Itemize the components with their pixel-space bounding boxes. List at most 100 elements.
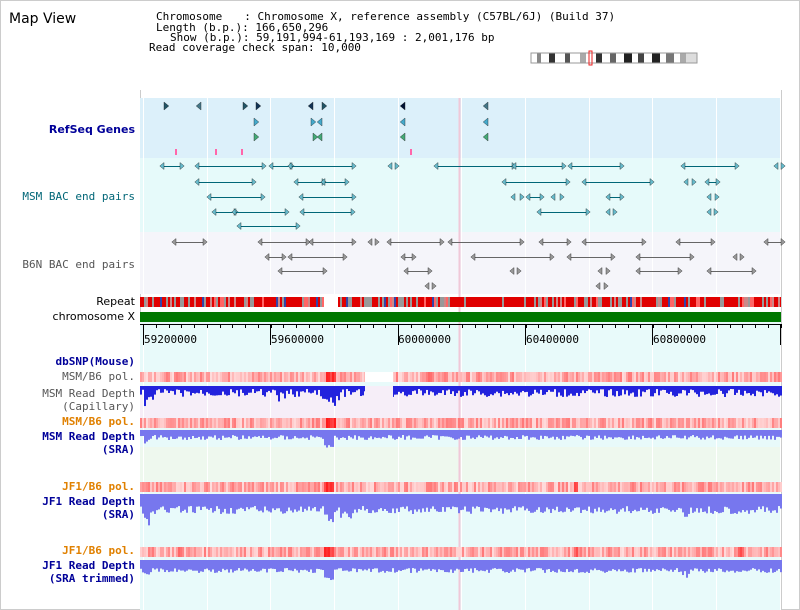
read-depth-bar xyxy=(572,560,574,573)
track-label-refseq[interactable]: RefSeq Genes xyxy=(48,123,135,136)
polymorphism-cell xyxy=(434,372,436,382)
track-label-msm-b6-pol-2[interactable]: MSM/B6 pol. xyxy=(62,415,135,428)
polymorphism-cell xyxy=(688,547,690,557)
read-depth-bar xyxy=(732,560,734,571)
read-depth-bar xyxy=(724,560,726,573)
read-depth-bar xyxy=(756,430,758,436)
polymorphism-cell xyxy=(204,372,206,382)
ideogram-outline xyxy=(530,52,698,64)
read-depth-bar xyxy=(650,386,652,397)
read-depth-bar xyxy=(396,386,398,395)
polymorphism-cell xyxy=(218,372,220,382)
read-depth-bar xyxy=(384,430,386,438)
polymorphism-cell xyxy=(706,372,708,382)
read-depth-bar xyxy=(626,386,628,391)
read-depth-bar xyxy=(556,386,558,397)
ideogram-band xyxy=(580,53,586,63)
polymorphism-cell xyxy=(770,418,772,428)
track-label-jf1-read-depth-trimmed[interactable]: JF1 Read Depth xyxy=(42,559,135,572)
feature-arrow xyxy=(342,253,348,261)
read-depth-bar xyxy=(642,386,644,392)
polymorphism-cell xyxy=(454,482,456,492)
polymorphism-cell xyxy=(752,418,754,428)
polymorphism-cell xyxy=(304,482,306,492)
polymorphism-cell xyxy=(748,482,750,492)
polymorphism-cell xyxy=(320,482,322,492)
read-depth-bar xyxy=(236,560,238,571)
polymorphism-cell xyxy=(694,547,696,557)
read-depth-bar xyxy=(494,430,496,439)
track-label-msm-read-depth-capillary[interactable]: MSM Read Depth xyxy=(42,387,135,400)
track-label-jf1-b6-pol-1[interactable]: JF1/B6 pol. xyxy=(62,480,135,493)
read-depth-bar xyxy=(584,494,586,510)
repeat-segment xyxy=(750,297,752,307)
track-label-b6n-bac[interactable]: B6N BAC end pairs xyxy=(22,258,135,271)
read-depth-bar xyxy=(694,560,696,569)
read-depth-bar xyxy=(754,560,756,569)
read-depth-bar xyxy=(522,430,524,436)
read-depth-bar xyxy=(424,386,426,394)
repeat-segment xyxy=(202,297,204,307)
polymorphism-cell xyxy=(246,418,248,428)
polymorphism-cell xyxy=(604,418,606,428)
polymorphism-cell xyxy=(716,547,718,557)
chromosome-ideogram[interactable] xyxy=(531,53,697,63)
polymorphism-cell xyxy=(700,482,702,492)
read-depth-bar xyxy=(468,430,470,436)
polymorphism-cell xyxy=(482,418,484,428)
polymorphism-cell xyxy=(148,547,150,557)
polymorphism-cell xyxy=(462,547,464,557)
read-depth-bar xyxy=(698,386,700,397)
polymorphism-cell xyxy=(346,372,348,382)
read-depth-bar xyxy=(158,430,160,438)
polymorphism-cell xyxy=(256,418,258,428)
read-depth-bar xyxy=(412,430,414,438)
track-label-jf1-b6-pol-2[interactable]: JF1/B6 pol. xyxy=(62,544,135,557)
read-depth-bar xyxy=(590,386,592,391)
track-label-msm-b6-pol-1[interactable]: MSM/B6 pol. xyxy=(62,370,135,383)
polymorphism-cell xyxy=(466,372,468,382)
repeat-segment xyxy=(322,297,324,307)
polymorphism-cell xyxy=(714,372,716,382)
polymorphism-cell xyxy=(740,482,742,492)
read-depth-bar xyxy=(718,430,720,439)
track-label-msm-bac[interactable]: MSM BAC end pairs xyxy=(22,190,135,203)
polymorphism-gap xyxy=(391,372,393,382)
read-depth-bar xyxy=(466,560,468,569)
track-label-dbsnp[interactable]: dbSNP(Mouse) xyxy=(55,355,135,368)
repeat-segment xyxy=(552,297,554,307)
polymorphism-cell xyxy=(182,547,184,557)
polymorphism-cell xyxy=(576,482,578,492)
read-depth-bar xyxy=(740,430,742,436)
polymorphism-cell xyxy=(466,418,468,428)
polymorphism-cell xyxy=(446,547,448,557)
repeat-segment xyxy=(326,297,328,307)
polymorphism-cell xyxy=(586,418,588,428)
read-depth-bar xyxy=(666,560,668,571)
polymorphism-cell xyxy=(238,547,240,557)
track-label-jf1-read-depth-sra[interactable]: JF1 Read Depth xyxy=(42,495,135,508)
read-depth-bar xyxy=(304,494,306,509)
polymorphism-cell xyxy=(170,418,172,428)
read-depth-bar xyxy=(520,494,522,508)
read-depth-bar xyxy=(150,560,152,573)
polymorphism-cell xyxy=(424,372,426,382)
polymorphism-cell xyxy=(192,418,194,428)
polymorphism-cell xyxy=(160,372,162,382)
feature-arrow xyxy=(780,162,786,170)
polymorphism-cell xyxy=(232,482,234,492)
polymorphism-cell xyxy=(622,547,624,557)
track-label-msm-read-depth-sra[interactable]: MSM Read Depth xyxy=(42,430,135,443)
read-depth-bar xyxy=(324,430,326,446)
polymorphism-cell xyxy=(696,547,698,557)
polymorphism-cell xyxy=(778,482,780,492)
read-depth-bar xyxy=(748,494,750,514)
read-depth-bar xyxy=(268,386,270,391)
depth-gap xyxy=(381,386,383,400)
read-depth-bar xyxy=(270,430,272,440)
read-depth-bar xyxy=(598,430,600,436)
read-depth-bar xyxy=(168,386,170,393)
read-depth-bar xyxy=(434,560,436,570)
read-depth-bar xyxy=(652,494,654,514)
polymorphism-cell xyxy=(690,418,692,428)
